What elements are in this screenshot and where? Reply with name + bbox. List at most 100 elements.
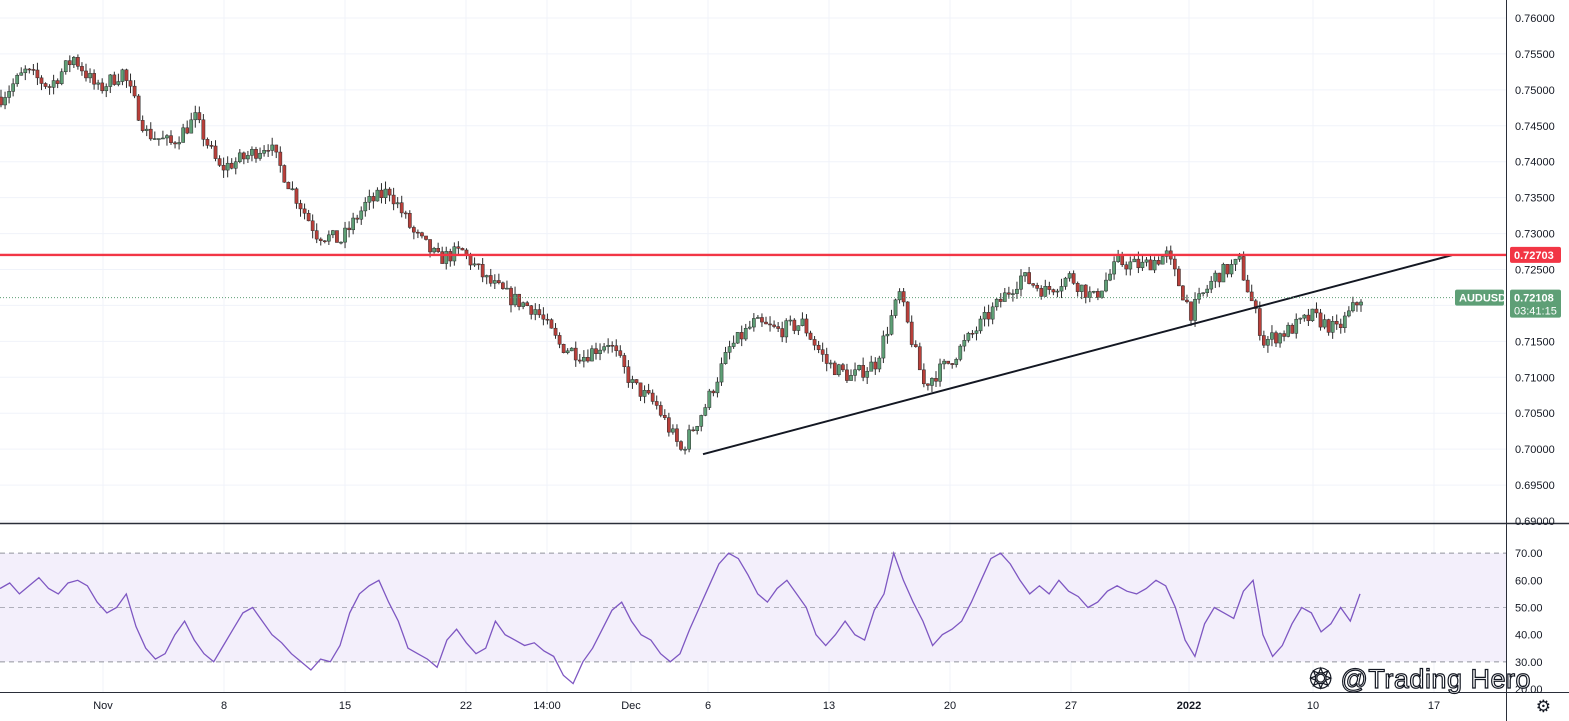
time-tick-label: 14:00 bbox=[533, 700, 561, 712]
candle-down bbox=[197, 112, 202, 121]
candle-up bbox=[735, 332, 740, 344]
candle-up bbox=[642, 390, 647, 397]
candle-up bbox=[484, 275, 489, 278]
candle-down bbox=[1071, 273, 1076, 284]
candle-down bbox=[1189, 301, 1193, 321]
candle-down bbox=[1083, 284, 1088, 298]
candle-down bbox=[387, 188, 392, 196]
candle-down bbox=[662, 415, 667, 418]
gear-icon[interactable]: ⚙ bbox=[1535, 697, 1551, 717]
candle-up bbox=[1278, 333, 1282, 344]
candle-up bbox=[707, 390, 712, 408]
candle-down bbox=[573, 347, 578, 361]
candle-up bbox=[1209, 280, 1214, 290]
candle-up bbox=[161, 137, 165, 140]
time-tick-label: 6 bbox=[705, 700, 711, 712]
candle-down bbox=[128, 80, 133, 87]
candle-up bbox=[1116, 255, 1120, 262]
price-candles[interactable] bbox=[0, 54, 1363, 455]
price-axis[interactable]: 0.76000 0.75500 0.75000 0.74500 0.74000 0.735… bbox=[1515, 13, 1555, 528]
time-tick-label: 8 bbox=[221, 700, 227, 712]
candle-down bbox=[586, 357, 590, 362]
candle-down bbox=[1334, 321, 1339, 325]
candle-up bbox=[756, 317, 760, 319]
candle-down bbox=[47, 86, 52, 88]
candle-up bbox=[120, 69, 125, 82]
candle-down bbox=[92, 73, 96, 85]
candle-down bbox=[1075, 283, 1080, 292]
candle-up bbox=[723, 352, 728, 364]
candle-up bbox=[1104, 279, 1108, 292]
candle-up bbox=[630, 379, 635, 383]
candle-up bbox=[96, 82, 100, 85]
candle-down bbox=[832, 362, 837, 376]
candle-down bbox=[517, 293, 521, 307]
candle-down bbox=[221, 165, 226, 171]
candle-down bbox=[278, 151, 283, 166]
candle-up bbox=[582, 357, 586, 362]
candle-up bbox=[1294, 318, 1299, 334]
candle-up bbox=[885, 333, 890, 337]
candle-up bbox=[343, 227, 347, 243]
candle-up bbox=[1160, 256, 1165, 265]
candle-down bbox=[780, 328, 785, 338]
candle-down bbox=[820, 349, 825, 355]
candle-up bbox=[359, 210, 364, 220]
candle-up bbox=[1310, 308, 1315, 322]
price-tick-label: 0.72500 bbox=[1515, 265, 1555, 277]
candle-down bbox=[1007, 292, 1011, 295]
candle-down bbox=[100, 82, 105, 92]
candle-up bbox=[565, 350, 570, 353]
candle-up bbox=[715, 381, 720, 394]
candle-down bbox=[1241, 256, 1246, 281]
candle-down bbox=[286, 181, 291, 190]
candle-up bbox=[262, 150, 266, 154]
candle-down bbox=[970, 332, 975, 335]
candle-up bbox=[1342, 315, 1347, 328]
candle-down bbox=[448, 251, 453, 262]
candle-down bbox=[1185, 299, 1189, 303]
candle-up bbox=[23, 68, 28, 74]
candle-down bbox=[760, 317, 764, 323]
candle-down bbox=[1136, 258, 1141, 269]
candle-up bbox=[1270, 332, 1274, 340]
candle-down bbox=[185, 127, 190, 134]
candle-up bbox=[395, 202, 400, 205]
candle-up bbox=[108, 74, 113, 87]
candle-down bbox=[553, 327, 558, 336]
candle-down bbox=[67, 60, 72, 66]
candle-down bbox=[634, 379, 639, 384]
rsi-axis[interactable]: 70.00 60.00 50.00 40.00 30.00 20.00 bbox=[1515, 548, 1543, 696]
candle-down bbox=[841, 364, 845, 371]
candle-down bbox=[76, 57, 80, 67]
candle-up bbox=[351, 217, 355, 231]
candle-down bbox=[577, 359, 582, 362]
candle-down bbox=[1124, 264, 1129, 270]
candle-up bbox=[1164, 250, 1169, 257]
candle-up bbox=[598, 349, 602, 354]
candle-down bbox=[302, 208, 307, 214]
time-tick-label: Nov bbox=[93, 700, 113, 712]
candle-down bbox=[1338, 323, 1343, 328]
candle-up bbox=[1043, 286, 1048, 297]
candle-up bbox=[181, 127, 185, 143]
candle-up bbox=[444, 251, 449, 264]
trendline[interactable] bbox=[702, 254, 1453, 456]
price-tick-label: 0.73000 bbox=[1515, 229, 1555, 241]
candle-up bbox=[1087, 291, 1092, 298]
candle-up bbox=[505, 287, 509, 290]
candle-up bbox=[727, 346, 732, 353]
candle-up bbox=[363, 201, 368, 212]
candle-down bbox=[1257, 308, 1262, 336]
candle-down bbox=[626, 366, 631, 383]
candle-up bbox=[432, 247, 436, 253]
candle-down bbox=[913, 344, 918, 347]
candle-down bbox=[124, 69, 129, 81]
time-tick-label: 10 bbox=[1307, 700, 1319, 712]
candle-up bbox=[954, 359, 959, 365]
price-tick-label: 0.71500 bbox=[1515, 336, 1555, 348]
candle-up bbox=[1351, 302, 1355, 312]
time-axis[interactable]: Nov 8 15 22 14:00 Dec 6 13 20 27 2022 10 17 bbox=[93, 700, 1440, 712]
